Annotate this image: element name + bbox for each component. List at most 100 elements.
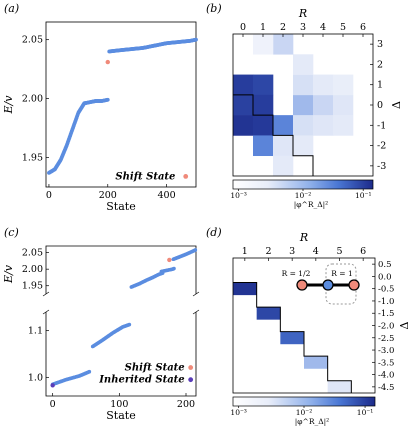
- axis-break-mark: [42, 291, 50, 297]
- colorbar-tick-label: 10⁻³: [230, 191, 247, 200]
- x-tick-label-d: 6: [360, 246, 366, 257]
- y-tick-label-b: 3: [377, 39, 383, 50]
- y-tick-label-d: 0.5: [378, 260, 392, 270]
- heatmap-cell: [293, 74, 314, 96]
- x-tick-label-a: 200: [99, 190, 117, 201]
- heatmap-cell: [333, 115, 354, 136]
- y-tick-label-b: -2: [377, 141, 386, 152]
- y-tick-label-d: 0.0: [378, 272, 392, 282]
- heatmap-cell: [293, 115, 314, 136]
- x-tick-label-b: 5: [340, 22, 346, 33]
- x-tick-label-b: 1: [260, 22, 266, 33]
- y-tick-label-b: 0: [377, 100, 383, 111]
- x-axis-label-b: R: [298, 7, 307, 20]
- inset-label-one: R = 1: [331, 269, 352, 278]
- legend-label-shift-c: Shift State: [125, 363, 185, 374]
- colorbar-tick-label: 10⁻²: [295, 191, 312, 200]
- heatmap-cell: [233, 282, 257, 296]
- y-tick-label-c-upper: 1.95: [22, 281, 43, 292]
- plot-frame-a: [45, 21, 197, 188]
- y-tick-label-d: -2.0: [378, 322, 394, 332]
- heatmap-cell: [273, 34, 294, 55]
- shift-state-point-a: [105, 59, 110, 65]
- heatmap-cell: [273, 135, 294, 157]
- heatmap-cell: [253, 135, 274, 157]
- axis-break-mark: [192, 291, 200, 297]
- legend-marker-inherited-c: [188, 377, 194, 383]
- heatmap-cell: [273, 115, 294, 136]
- sector-boundary: [233, 94, 314, 176]
- y-tick-label-c-lower: 1.1: [28, 326, 43, 337]
- x-axis-label-c: State: [106, 409, 135, 422]
- heatmap-cell: [313, 115, 334, 136]
- x-tick-label-b: 3: [300, 22, 306, 33]
- y-axis-label-b: Δ: [390, 101, 403, 109]
- y-tick-label-d: -3.0: [378, 346, 394, 356]
- legend-marker-shift-a: [183, 173, 189, 179]
- colorbar-label: |φ^R_Δ|²: [294, 200, 328, 209]
- colorbar-tick-label: 10⁻¹: [355, 191, 372, 200]
- heatmap-cell: [293, 54, 314, 75]
- panel-label-c: (c): [4, 226, 19, 239]
- y-tick-label-d: -1.5: [378, 309, 394, 319]
- data-point-c-lower: [87, 369, 92, 374]
- x-tick-label-b: 4: [320, 22, 326, 33]
- colorbar: [232, 179, 374, 190]
- heatmap-cell: [273, 155, 294, 177]
- x-tick-label-b: 0: [240, 22, 246, 33]
- heatmap-cell: [253, 34, 274, 55]
- y-tick-label-a: 2.05: [22, 35, 43, 46]
- heatmap-cell: [253, 94, 274, 116]
- data-point-c-lower: [127, 322, 132, 327]
- x-tick-label-d: 5: [336, 246, 342, 257]
- plot-frame-c-lower: [45, 312, 197, 397]
- x-tick-label-c: 100: [110, 399, 128, 410]
- y-tick-label-a: 2.00: [22, 94, 43, 105]
- y-tick-label-d: -4.5: [378, 383, 394, 393]
- y-tick-label-c-lower: 1.0: [28, 372, 43, 383]
- colorbar-tick-label: 10⁻³: [230, 408, 247, 417]
- heatmap-cell: [253, 74, 274, 96]
- plot-frame-c-upper: [45, 245, 197, 294]
- x-tick-label-b: 6: [360, 22, 366, 33]
- y-axis-label-c: E/v: [2, 264, 15, 284]
- heatmap-cell: [256, 307, 281, 320]
- heatmap-cell: [304, 356, 328, 369]
- heatmap-cell: [293, 135, 314, 157]
- data-point-a: [194, 37, 198, 42]
- x-tick-label-d: 3: [289, 246, 295, 257]
- y-tick-label-c-upper: 2.05: [22, 248, 43, 259]
- x-axis-label-d: R: [299, 231, 308, 244]
- y-axis-label-d: Δ: [398, 321, 411, 329]
- y-axis-label-a: E/v: [2, 95, 15, 115]
- x-tick-label-c: 200: [177, 399, 195, 410]
- heatmap-cell: [233, 115, 254, 136]
- panel-a-chart: 0 200 400 1.95 2.00 2.05 State E/v Shift State: [2, 21, 198, 213]
- colorbar: [232, 396, 376, 407]
- x-tick-label-d: 1: [242, 246, 248, 257]
- heatmap-cell: [327, 380, 352, 394]
- inset-atom-left: [296, 279, 308, 291]
- heatmap-bg: [233, 258, 375, 393]
- y-tick-label-b: -1: [377, 120, 386, 131]
- y-tick-label-a: 1.95: [22, 153, 43, 164]
- heatmap-cell: [233, 94, 254, 116]
- colorbar-tick-label: 10⁻¹: [357, 408, 374, 417]
- x-tick-label-d: 4: [313, 246, 319, 257]
- y-tick-label-c-upper: 2.00: [22, 264, 43, 275]
- heatmap-cell: [280, 331, 305, 345]
- heatmap-cell: [313, 94, 334, 116]
- legend-label-shift-a: Shift State: [115, 171, 175, 182]
- inherited-state-point-c: [50, 383, 55, 388]
- y-tick-label-d: -0.5: [378, 285, 394, 295]
- inset-atom-center: [322, 279, 334, 291]
- shift-state-point-c: [167, 257, 172, 263]
- x-tick-label-a: 0: [46, 190, 52, 201]
- heatmap-cell: [313, 74, 334, 96]
- panel-label-b: (b): [206, 2, 222, 15]
- heatmap-cell: [333, 74, 354, 96]
- y-tick-label-b: 2: [377, 59, 383, 70]
- legend-label-inherited-c: Inherited State: [98, 375, 184, 386]
- data-point-c-upper: [172, 266, 176, 271]
